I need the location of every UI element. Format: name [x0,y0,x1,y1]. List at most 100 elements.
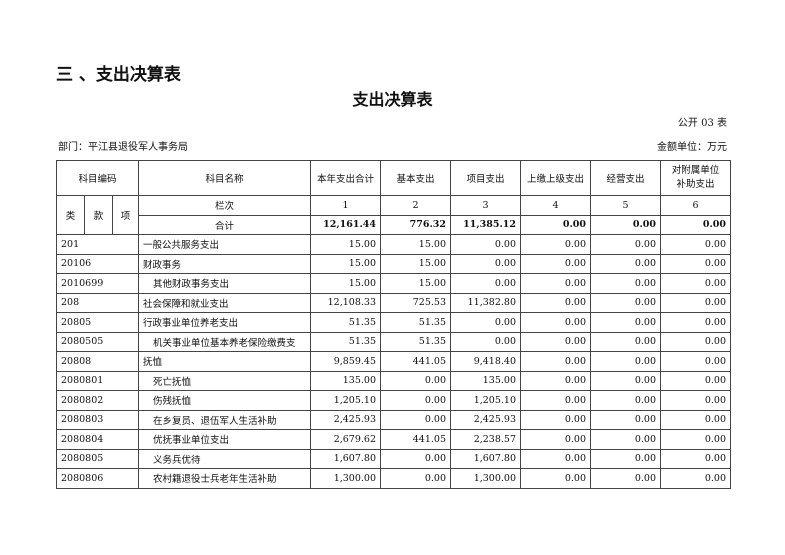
row-value: 0.00 [380,370,451,391]
table-row: 2080804 优抚事业单位支出 2,679.62 441.05 2,238.57 0.0… [56,429,731,450]
row-value: 441.05 [380,429,451,450]
row-value: 0.00 [590,370,661,391]
row-value: 2,679.62 [310,429,381,450]
header-kuan: 款 [84,195,113,235]
row-value: 2,425.93 [310,409,381,430]
row-name: 行政事业单位养老支出 [138,312,311,333]
row-value: 1,300.00 [450,468,521,489]
row-value: 0.00 [660,312,731,333]
col-num: 5 [590,195,661,216]
row-code: 2080804 [56,429,139,450]
row-value: 0.00 [520,370,591,391]
row-value: 51.35 [380,312,451,333]
table-row: 20808 抚恤 9,859.45 441.05 9,418.40 0.00 0.00 0.0… [56,351,731,372]
row-value: 11,382.80 [450,292,521,313]
row-name: 义务兵优待 [138,448,311,469]
department-label: 部门：平江县退役军人事务局 [58,142,188,153]
col-num: 3 [450,195,521,216]
row-name: 优抚事业单位支出 [138,429,311,450]
row-value: 0.00 [590,253,661,274]
header-col: 经营支出 [590,160,661,196]
row-code: 2080805 [56,448,139,469]
row-value: 15.00 [310,273,381,294]
row-value: 0.00 [660,351,731,372]
row-value: 2,425.93 [450,409,521,430]
row-value: 0.00 [590,331,661,352]
row-value: 0.00 [520,351,591,372]
row-name: 农村籍退役士兵老年生活补助 [138,468,311,489]
row-value: 0.00 [520,312,591,333]
row-value: 725.53 [380,292,451,313]
section-heading: 三 、支出决算表 [56,65,181,85]
row-code: 2080802 [56,390,139,411]
row-name: 一般公共服务支出 [138,234,311,255]
row-name: 伤残抚恤 [138,390,311,411]
row-code: 208 [56,292,139,313]
header-col: 本年支出合计 [310,160,381,196]
row-value: 0.00 [590,273,661,294]
row-name: 社会保障和就业支出 [138,292,311,313]
row-value: 1,205.10 [310,390,381,411]
row-value: 0.00 [590,351,661,372]
row-value: 15.00 [380,234,451,255]
row-name: 其他财政事务支出 [138,273,311,294]
row-value: 0.00 [660,468,731,489]
row-code: 2080801 [56,370,139,391]
header-name: 科目名称 [138,160,311,196]
table-row: 20805 行政事业单位养老支出 51.35 51.35 0.00 0.00 0.00 0.0… [56,312,731,333]
row-value: 0.00 [590,429,661,450]
row-value: 0.00 [590,312,661,333]
row-value: 0.00 [660,370,731,391]
row-value: 0.00 [520,273,591,294]
table-row: 2080802 伤残抚恤 1,205.10 0.00 1,205.10 0.00 0.00 0… [56,390,731,411]
row-value: 15.00 [310,253,381,274]
row-value: 0.00 [520,390,591,411]
total-label: 合计 [138,214,311,235]
row-value: 0.00 [590,448,661,469]
col-num: 6 [660,195,731,216]
row-value: 0.00 [660,234,731,255]
row-value: 135.00 [450,370,521,391]
row-value: 12,108.33 [310,292,381,313]
row-name: 抚恤 [138,351,311,372]
row-value: 135.00 [310,370,381,391]
col-num: 1 [310,195,381,216]
row-value: 0.00 [380,390,451,411]
col-num: 2 [380,195,451,216]
row-name: 死亡抚恤 [138,370,311,391]
row-value: 0.00 [590,234,661,255]
expenditure-table: 科目编码 科目名称 本年支出合计 基本支出 项目支出 上缴上级支出 经营支出 对… [56,160,731,489]
row-value: 0.00 [520,468,591,489]
row-name: 财政事务 [138,253,311,274]
row-value: 0.00 [590,468,661,489]
table-row: 2080805 义务兵优待 1,607.80 0.00 1,607.80 0.00 0.00… [56,448,731,469]
row-value: 0.00 [520,253,591,274]
row-value: 0.00 [520,292,591,313]
row-value: 0.00 [380,409,451,430]
table-row: 208 社会保障和就业支出 12,108.33 725.53 11,382.80 0.00… [56,292,731,313]
row-code: 201 [56,234,139,255]
total-value: 0.00 [660,214,731,235]
page-title: 支出决算表 [352,90,433,109]
table-row: 201 一般公共服务支出 15.00 15.00 0.00 0.00 0.00 0.00 [56,234,731,255]
row-value: 0.00 [660,409,731,430]
total-value: 0.00 [520,214,591,235]
row-value: 9,418.40 [450,351,521,372]
header-col: 基本支出 [380,160,451,196]
row-value: 51.35 [380,331,451,352]
row-value: 51.35 [310,312,381,333]
header-col: 项目支出 [450,160,521,196]
table-row: 2080801 死亡抚恤 135.00 0.00 135.00 0.00 0.00 0.00 [56,370,731,391]
row-code: 2010699 [56,273,139,294]
header-col: 上缴上级支出 [520,160,591,196]
row-value: 0.00 [660,331,731,352]
row-value: 9,859.45 [310,351,381,372]
row-value: 0.00 [520,448,591,469]
row-code: 2080806 [56,468,139,489]
row-value: 0.00 [660,448,731,469]
row-value: 0.00 [660,390,731,411]
table-row: 20106 财政事务 15.00 15.00 0.00 0.00 0.00 0.00 [56,253,731,274]
row-value: 15.00 [380,253,451,274]
row-code: 20106 [56,253,139,274]
row-value: 0.00 [520,409,591,430]
